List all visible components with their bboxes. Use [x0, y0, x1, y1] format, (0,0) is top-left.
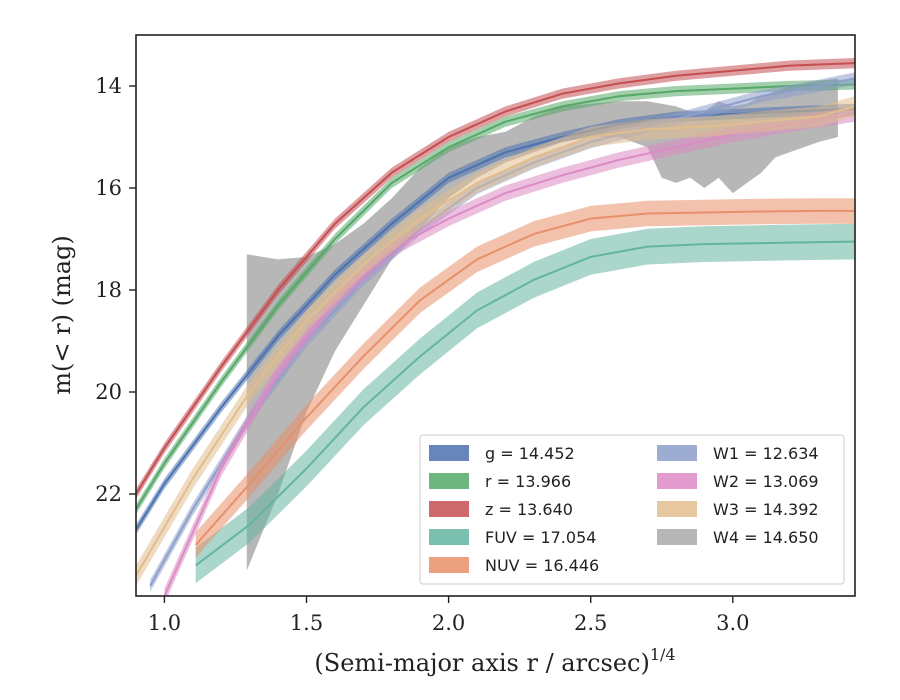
plot-frame [135, 34, 856, 597]
series-z-line [136, 62, 855, 495]
x-tick-label: 1.5 [290, 611, 323, 635]
x-tick-label: 2.0 [432, 611, 465, 635]
legend-swatch-nuv [429, 557, 469, 573]
legend-label-w3: W3 = 14.392 [713, 500, 819, 519]
x-axis-label-text: (Semi-major axis r / arcsec) [314, 649, 649, 677]
x-tick-label: 3.0 [716, 611, 749, 635]
legend-swatch-fuv [429, 529, 469, 545]
legend-label-fuv: FUV = 17.054 [485, 528, 596, 547]
y-tick-label: 20 [95, 380, 122, 404]
legend-label-r: r = 13.966 [485, 472, 571, 491]
legend-swatch-w2 [657, 473, 697, 489]
legend-swatch-z [429, 501, 469, 517]
legend-swatch-r [429, 473, 469, 489]
legend-box [419, 434, 845, 585]
series-fuv-line [195, 240, 855, 567]
legend-swatch-w1 [657, 445, 697, 461]
legend-label-z: z = 13.640 [485, 500, 573, 519]
x-axis-label: (Semi-major axis r / arcsec)1/4 [314, 645, 675, 677]
series-w3-line [136, 105, 855, 577]
y-tick-label: 16 [95, 176, 122, 200]
legend-swatch-w4 [657, 529, 697, 545]
series-g-line [136, 107, 855, 531]
series-layer [136, 58, 855, 596]
y-tick-label: 22 [95, 482, 122, 506]
x-axis-label-exponent: 1/4 [650, 645, 676, 664]
x-tick-label: 1.0 [148, 611, 181, 635]
series-w4-band [246, 78, 838, 571]
series-r-line [136, 83, 855, 510]
series-nuv-line [194, 209, 855, 546]
series-fuv-band [195, 223, 855, 584]
legend-label-g: g = 14.452 [485, 444, 575, 463]
legend: g = 14.452 r = 13.966 z = 13.640 FUV = 17.0… [419, 434, 845, 585]
y-tick-label: 14 [95, 74, 122, 98]
axis-ticks: 1.0 1.5 2.0 2.5 3.0 14 16 18 20 22 [95, 74, 749, 635]
y-tick-label: 18 [95, 278, 122, 302]
legend-label-nuv: NUV = 16.446 [485, 556, 599, 575]
x-tick-label: 2.5 [574, 611, 607, 635]
legend-swatch-g [429, 445, 469, 461]
legend-swatch-w3 [657, 501, 697, 517]
legend-label-w4: W4 = 14.650 [713, 528, 819, 547]
legend-label-w2: W2 = 13.069 [713, 472, 819, 491]
y-axis-label: m(< r) (mag) [48, 235, 76, 394]
legend-label-w1: W1 = 12.634 [713, 444, 819, 463]
